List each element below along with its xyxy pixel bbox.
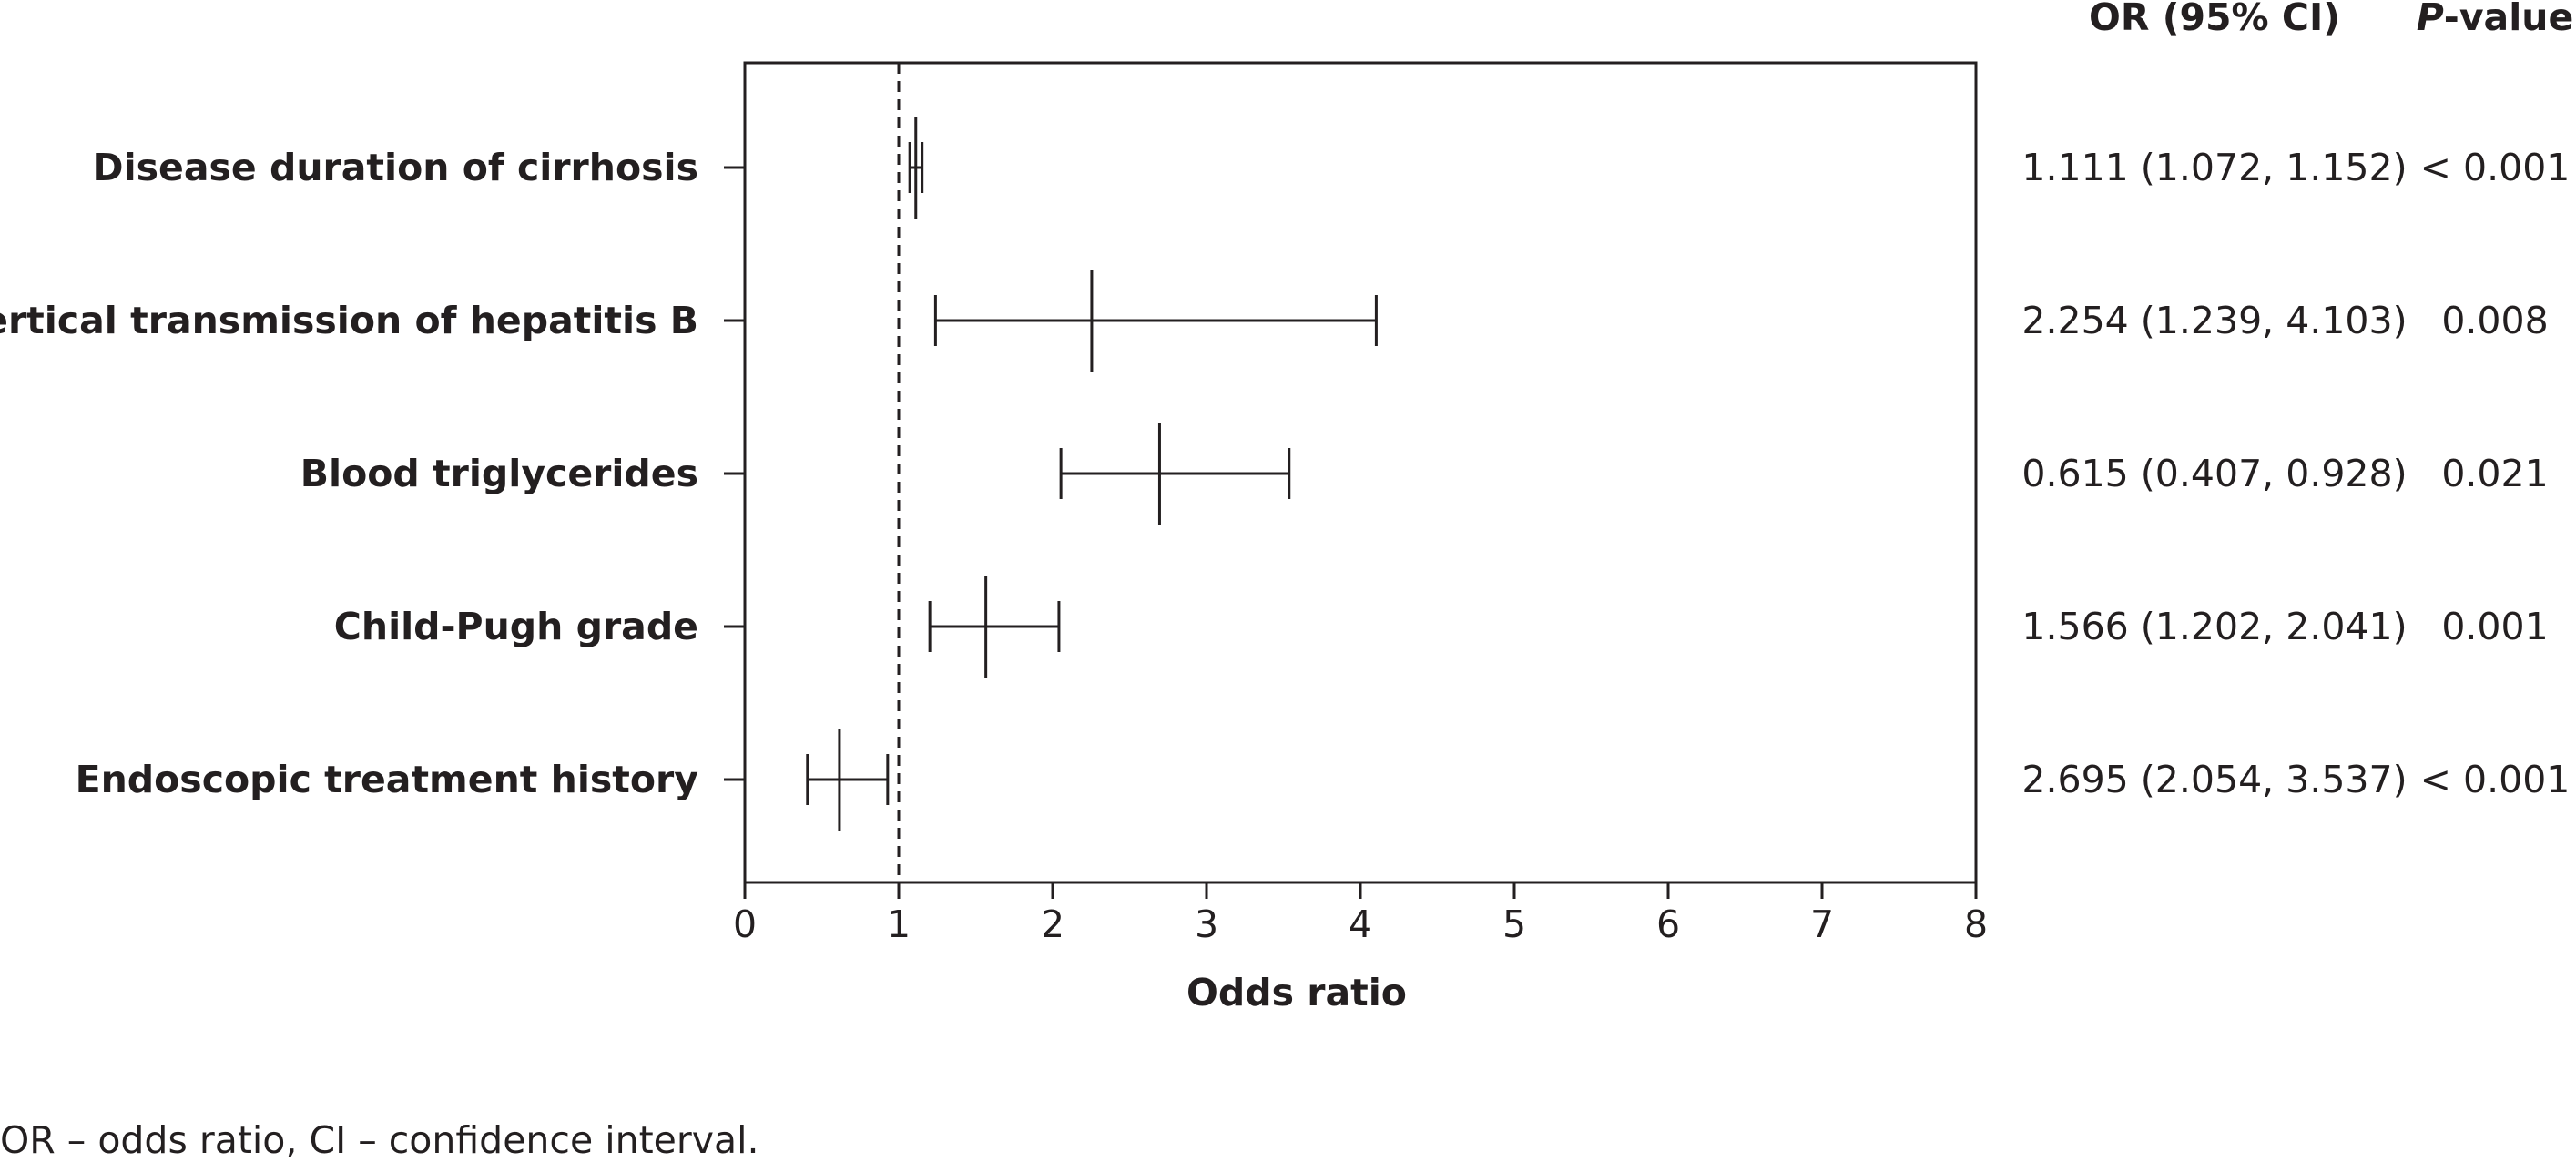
or-ci-value: 1.566 (1.202, 2.041) xyxy=(2021,605,2407,648)
p-value-header-rest: -value xyxy=(2444,0,2573,39)
or-ci-value: 2.254 (1.239, 4.103) xyxy=(2021,299,2407,342)
p-value: < 0.001 xyxy=(2420,758,2571,801)
forest-row: Disease duration of cirrhosis 1.111 (1.07… xyxy=(93,117,2571,219)
row-label: Vertical transmission of hepatitis B xyxy=(0,299,698,342)
or-ci-value: 1.111 (1.072, 1.152) xyxy=(2021,146,2407,189)
footnote: OR – odds ratio, CI – confidence interva… xyxy=(0,1118,759,1162)
or-ci-value: 2.695 (2.054, 3.537) xyxy=(2021,758,2407,801)
forest-row: Blood triglycerides 0.615 (0.407, 0.928) 0… xyxy=(300,423,2549,525)
x-axis: 0 1 2 3 4 5 6 7 8 xyxy=(733,882,1988,946)
row-label: Endoscopic treatment history xyxy=(76,758,698,801)
x-tick-label: 8 xyxy=(1964,902,1988,946)
x-tick-label: 2 xyxy=(1041,902,1064,946)
x-tick-label: 1 xyxy=(887,902,911,946)
x-tick-label: 4 xyxy=(1349,902,1372,946)
p-value: 0.001 xyxy=(2441,605,2548,648)
forest-row: Vertical transmission of hepatitis B 2.25… xyxy=(0,270,2549,372)
p-value: < 0.001 xyxy=(2420,146,2571,189)
x-tick-label: 7 xyxy=(1810,902,1834,946)
forest-rows: Disease duration of cirrhosis 1.111 (1.07… xyxy=(0,117,2570,831)
p-value: 0.021 xyxy=(2441,452,2548,495)
or-ci-value: 0.615 (0.407, 0.928) xyxy=(2021,452,2407,495)
plot-frame xyxy=(743,61,1978,884)
forest-row: Child-Pugh grade 1.566 (1.202, 2.041) 0.00… xyxy=(334,576,2549,678)
x-tick-label: 3 xyxy=(1195,902,1218,946)
x-axis-label: Odds ratio xyxy=(1186,971,1407,1014)
row-label: Blood triglycerides xyxy=(300,452,698,495)
row-label: Child-Pugh grade xyxy=(334,605,698,648)
p-value: 0.008 xyxy=(2441,299,2548,342)
x-tick-label: 5 xyxy=(1502,902,1526,946)
x-tick-label: 0 xyxy=(733,902,757,946)
p-value-header-italic: P xyxy=(2417,0,2444,39)
forest-row: Endoscopic treatment history 2.695 (2.054… xyxy=(76,729,2571,831)
or-column-header: OR (95% CI) xyxy=(2089,0,2340,39)
row-label: Disease duration of cirrhosis xyxy=(93,146,698,189)
x-tick-label: 6 xyxy=(1656,902,1680,946)
p-value-column-header: P-value xyxy=(2417,0,2574,39)
